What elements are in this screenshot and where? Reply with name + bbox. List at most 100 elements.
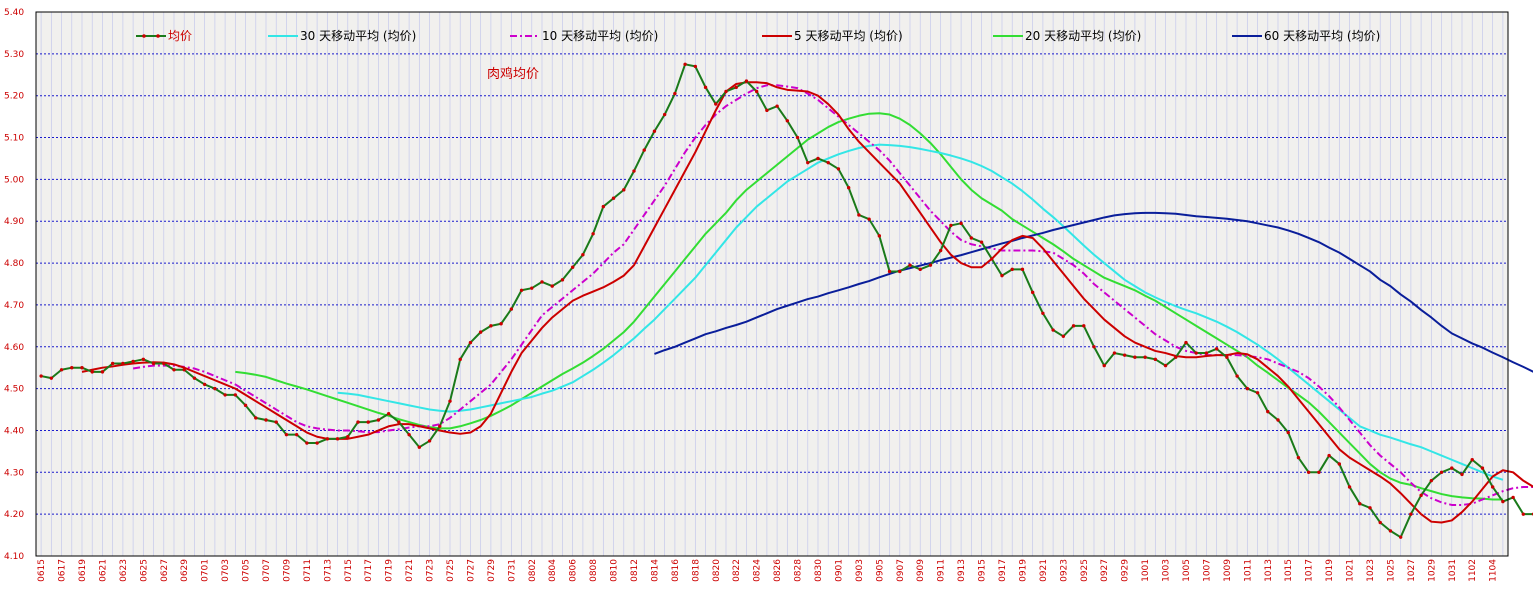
- series-point: [489, 324, 493, 328]
- series-point: [131, 359, 135, 364]
- series-point: [346, 435, 350, 439]
- x-tick-label: 1007: [1202, 559, 1212, 582]
- series-point: [90, 370, 94, 374]
- series-point: [233, 393, 238, 397]
- series-point: [1143, 355, 1147, 359]
- y-tick-label: 5.40: [4, 8, 24, 18]
- y-tick-label: 4.70: [4, 301, 24, 311]
- series-point: [80, 365, 84, 370]
- series-point: [806, 160, 810, 165]
- series-point: [1133, 355, 1137, 359]
- x-tick-label: 1015: [1284, 559, 1294, 582]
- x-tick-label: 0627: [160, 559, 170, 582]
- series-point: [223, 393, 227, 397]
- plot-border: [35, 11, 1509, 557]
- series-point: [1082, 324, 1086, 328]
- series-line-1: [337, 143, 1504, 481]
- series-point: [959, 221, 963, 226]
- series-point: [427, 439, 432, 443]
- x-tick-label: 0925: [1080, 559, 1090, 582]
- series-point: [1174, 355, 1178, 359]
- x-tick-label: 1017: [1305, 559, 1315, 582]
- x-tick-label: 1031: [1448, 559, 1458, 582]
- series-point: [1480, 466, 1485, 470]
- x-tick-label: 0824: [753, 559, 763, 582]
- series-point: [305, 441, 309, 445]
- x-tick-label: 0905: [875, 559, 885, 582]
- series-point: [611, 196, 616, 200]
- x-tick-label: 0901: [834, 559, 844, 582]
- series-point: [325, 437, 330, 441]
- series-point: [151, 361, 156, 366]
- series-point: [1317, 470, 1321, 475]
- series-point: [1286, 430, 1290, 435]
- legend-label: 20 天移动平均 (均价): [1025, 29, 1141, 43]
- x-tick-label: 0921: [1039, 559, 1049, 582]
- legend-label: 均价: [168, 29, 192, 43]
- x-tick-label: 0721: [405, 559, 415, 582]
- series-point: [918, 267, 922, 272]
- series-point: [928, 263, 933, 267]
- x-tick-label: 0923: [1059, 559, 1069, 582]
- series-point: [775, 104, 779, 108]
- series-point: [141, 357, 146, 362]
- series-point: [560, 278, 565, 282]
- x-tick-label: 0915: [978, 559, 988, 582]
- series-point: [1092, 345, 1096, 349]
- x-tick-label: 0806: [569, 559, 579, 582]
- series-point: [754, 89, 759, 94]
- series-point: [519, 288, 524, 292]
- series-line-0: [40, 63, 1533, 539]
- series-point: [1337, 462, 1342, 466]
- series-point: [765, 108, 769, 113]
- x-tick-label: 1102: [1468, 559, 1478, 582]
- x-tick-label: 0828: [794, 559, 804, 582]
- series-point: [243, 403, 248, 408]
- x-tick-label: 0820: [712, 559, 722, 582]
- series-point: [785, 119, 790, 123]
- series-point: [274, 420, 278, 424]
- legend-label: 5 天移动平均 (均价): [794, 29, 903, 43]
- x-tick-label: 0701: [201, 559, 211, 582]
- series-point: [478, 330, 483, 334]
- series-point: [673, 91, 677, 96]
- series-point: [1245, 386, 1250, 391]
- series-point: [1470, 458, 1474, 462]
- x-tick-label: 1023: [1366, 559, 1376, 582]
- series-point: [192, 376, 197, 380]
- series-point: [172, 368, 176, 372]
- legend-marker: [142, 34, 146, 38]
- series-point: [867, 217, 871, 221]
- x-tick-label: 0812: [630, 559, 640, 582]
- series-point: [1153, 357, 1158, 362]
- series-point: [1214, 347, 1219, 351]
- series-point: [417, 445, 422, 449]
- series-point: [1511, 495, 1515, 500]
- series-point: [1163, 363, 1168, 368]
- series-point: [468, 340, 473, 345]
- x-tick-label: 0909: [916, 559, 926, 582]
- series-point: [734, 85, 738, 90]
- legend: 均价 30 天移动平均 (均价) 10 天移动平均 (均价) 5 天移动平均 (均价)…: [136, 29, 1380, 43]
- series-point: [570, 265, 575, 269]
- x-tick-label: 1027: [1407, 559, 1417, 582]
- series-point: [1521, 512, 1526, 516]
- legend-label: 10 天移动平均 (均价): [542, 29, 658, 43]
- series-point: [1112, 351, 1117, 355]
- x-tick-label: 0810: [610, 559, 620, 582]
- series-point: [816, 156, 820, 161]
- series-point: [744, 79, 749, 83]
- series-point: [938, 248, 943, 253]
- series-point: [182, 368, 186, 372]
- series-point: [1235, 374, 1239, 378]
- series-point: [969, 236, 974, 240]
- series-point: [795, 135, 800, 140]
- series-point: [857, 213, 861, 217]
- series-point: [1030, 290, 1035, 295]
- series-point: [335, 437, 340, 441]
- series-point: [1020, 267, 1025, 272]
- series-point: [887, 269, 892, 274]
- series-point: [1276, 418, 1280, 422]
- series-point: [1429, 478, 1434, 483]
- series-point: [1501, 499, 1505, 504]
